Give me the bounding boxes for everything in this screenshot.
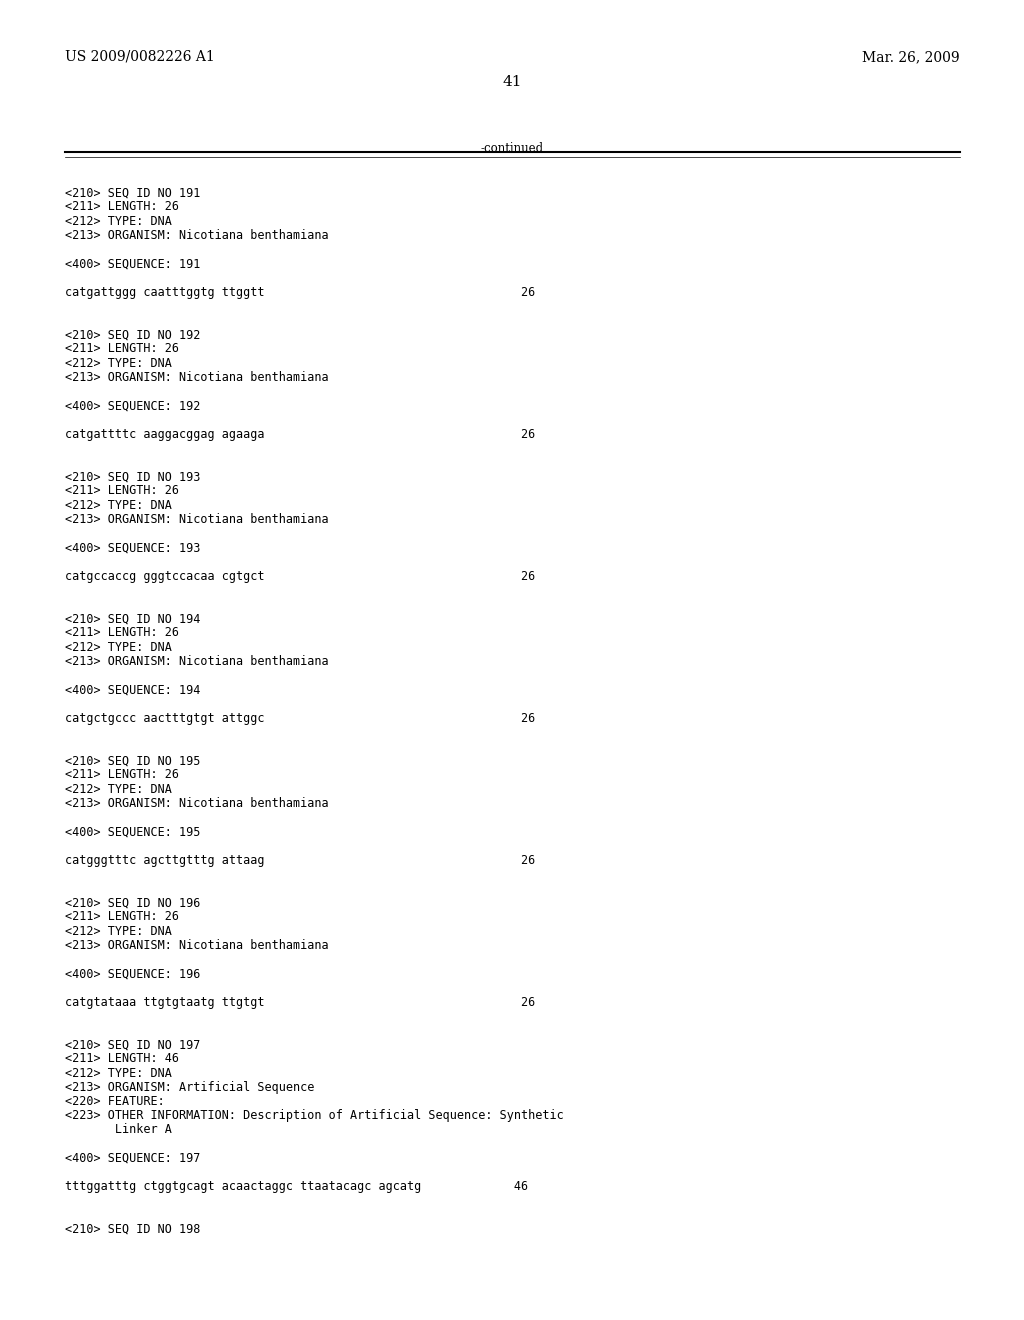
Text: catgggtttc agcttgtttg attaag                                    26: catgggtttc agcttgtttg attaag 26 xyxy=(65,854,536,867)
Text: <400> SEQUENCE: 195: <400> SEQUENCE: 195 xyxy=(65,825,201,838)
Text: <213> ORGANISM: Nicotiana benthamiana: <213> ORGANISM: Nicotiana benthamiana xyxy=(65,228,329,242)
Text: <213> ORGANISM: Artificial Sequence: <213> ORGANISM: Artificial Sequence xyxy=(65,1081,314,1094)
Text: <400> SEQUENCE: 193: <400> SEQUENCE: 193 xyxy=(65,541,201,554)
Text: Linker A: Linker A xyxy=(65,1123,172,1137)
Text: <210> SEQ ID NO 195: <210> SEQ ID NO 195 xyxy=(65,754,201,767)
Text: <210> SEQ ID NO 196: <210> SEQ ID NO 196 xyxy=(65,896,201,909)
Text: <213> ORGANISM: Nicotiana benthamiana: <213> ORGANISM: Nicotiana benthamiana xyxy=(65,512,329,525)
Text: catgtataaa ttgtgtaatg ttgtgt                                    26: catgtataaa ttgtgtaatg ttgtgt 26 xyxy=(65,995,536,1008)
Text: tttggatttg ctggtgcagt acaactaggc ttaatacagc agcatg             46: tttggatttg ctggtgcagt acaactaggc ttaatac… xyxy=(65,1180,528,1193)
Text: <213> ORGANISM: Nicotiana benthamiana: <213> ORGANISM: Nicotiana benthamiana xyxy=(65,371,329,384)
Text: <212> TYPE: DNA: <212> TYPE: DNA xyxy=(65,499,172,512)
Text: catgccaccg gggtccacaa cgtgct                                    26: catgccaccg gggtccacaa cgtgct 26 xyxy=(65,570,536,582)
Text: <210> SEQ ID NO 192: <210> SEQ ID NO 192 xyxy=(65,329,201,341)
Text: <210> SEQ ID NO 194: <210> SEQ ID NO 194 xyxy=(65,612,201,626)
Text: <213> ORGANISM: Nicotiana benthamiana: <213> ORGANISM: Nicotiana benthamiana xyxy=(65,939,329,952)
Text: catgattggg caatttggtg ttggtt                                    26: catgattggg caatttggtg ttggtt 26 xyxy=(65,285,536,298)
Text: <210> SEQ ID NO 197: <210> SEQ ID NO 197 xyxy=(65,1039,201,1051)
Text: <211> LENGTH: 26: <211> LENGTH: 26 xyxy=(65,342,179,355)
Text: <220> FEATURE:: <220> FEATURE: xyxy=(65,1096,165,1107)
Text: <212> TYPE: DNA: <212> TYPE: DNA xyxy=(65,356,172,370)
Text: <210> SEQ ID NO 191: <210> SEQ ID NO 191 xyxy=(65,186,201,199)
Text: <223> OTHER INFORMATION: Description of Artificial Sequence: Synthetic: <223> OTHER INFORMATION: Description of … xyxy=(65,1109,564,1122)
Text: <212> TYPE: DNA: <212> TYPE: DNA xyxy=(65,640,172,653)
Text: catgattttc aaggacggag agaaga                                    26: catgattttc aaggacggag agaaga 26 xyxy=(65,428,536,441)
Text: <212> TYPE: DNA: <212> TYPE: DNA xyxy=(65,783,172,796)
Text: <400> SEQUENCE: 194: <400> SEQUENCE: 194 xyxy=(65,684,201,696)
Text: <211> LENGTH: 26: <211> LENGTH: 26 xyxy=(65,627,179,639)
Text: <211> LENGTH: 26: <211> LENGTH: 26 xyxy=(65,201,179,214)
Text: <212> TYPE: DNA: <212> TYPE: DNA xyxy=(65,215,172,227)
Text: catgctgccc aactttgtgt attggc                                    26: catgctgccc aactttgtgt attggc 26 xyxy=(65,711,536,725)
Text: <400> SEQUENCE: 196: <400> SEQUENCE: 196 xyxy=(65,968,201,981)
Text: <211> LENGTH: 26: <211> LENGTH: 26 xyxy=(65,768,179,781)
Text: <213> ORGANISM: Nicotiana benthamiana: <213> ORGANISM: Nicotiana benthamiana xyxy=(65,655,329,668)
Text: <213> ORGANISM: Nicotiana benthamiana: <213> ORGANISM: Nicotiana benthamiana xyxy=(65,797,329,809)
Text: <210> SEQ ID NO 198: <210> SEQ ID NO 198 xyxy=(65,1222,201,1236)
Text: <211> LENGTH: 46: <211> LENGTH: 46 xyxy=(65,1052,179,1065)
Text: <212> TYPE: DNA: <212> TYPE: DNA xyxy=(65,1067,172,1080)
Text: <400> SEQUENCE: 197: <400> SEQUENCE: 197 xyxy=(65,1152,201,1164)
Text: <400> SEQUENCE: 191: <400> SEQUENCE: 191 xyxy=(65,257,201,271)
Text: <211> LENGTH: 26: <211> LENGTH: 26 xyxy=(65,911,179,924)
Text: <211> LENGTH: 26: <211> LENGTH: 26 xyxy=(65,484,179,498)
Text: US 2009/0082226 A1: US 2009/0082226 A1 xyxy=(65,50,215,63)
Text: 41: 41 xyxy=(502,75,522,88)
Text: -continued: -continued xyxy=(480,143,544,154)
Text: <212> TYPE: DNA: <212> TYPE: DNA xyxy=(65,924,172,937)
Text: <400> SEQUENCE: 192: <400> SEQUENCE: 192 xyxy=(65,399,201,412)
Text: Mar. 26, 2009: Mar. 26, 2009 xyxy=(862,50,961,63)
Text: <210> SEQ ID NO 193: <210> SEQ ID NO 193 xyxy=(65,470,201,483)
